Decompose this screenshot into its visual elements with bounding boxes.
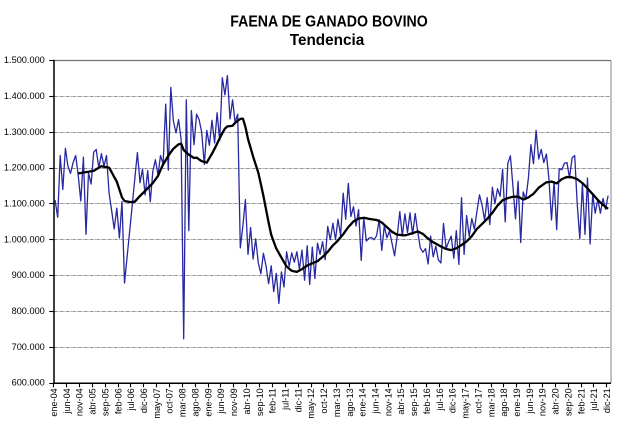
svg-text:feb-21: feb-21 [576,388,586,414]
svg-text:oct-12: oct-12 [319,388,329,413]
svg-text:ago-08: ago-08 [191,388,201,416]
svg-text:FAENA DE GANADO BOVINO: FAENA DE GANADO BOVINO [230,14,428,31]
svg-text:nov-14: nov-14 [383,388,393,416]
svg-text:oct-07: oct-07 [165,388,175,413]
svg-text:jun-19: jun-19 [525,388,535,414]
svg-text:1.500.000: 1.500.000 [4,55,45,65]
svg-text:ene-09: ene-09 [203,388,213,416]
svg-text:jul-06: jul-06 [126,388,136,411]
svg-text:jun-14: jun-14 [371,388,381,414]
svg-text:abr-15: abr-15 [396,388,406,414]
svg-text:sep-20: sep-20 [563,388,573,416]
svg-text:1.400.000: 1.400.000 [4,91,45,101]
svg-text:dic-06: dic-06 [139,388,149,413]
svg-text:may-17: may-17 [461,388,471,418]
svg-text:ene-14: ene-14 [358,388,368,416]
svg-text:ene-04: ene-04 [49,388,59,416]
svg-text:feb-11: feb-11 [268,388,278,413]
svg-text:1.100.000: 1.100.000 [4,198,45,208]
svg-text:feb-16: feb-16 [422,388,432,414]
svg-text:dic-11: dic-11 [293,388,303,412]
svg-text:800.000: 800.000 [12,306,45,316]
svg-text:jul-11: jul-11 [281,388,291,411]
svg-text:oct-17: oct-17 [473,388,483,413]
svg-text:mar-18: mar-18 [486,388,496,417]
svg-text:1.000.000: 1.000.000 [4,234,45,244]
svg-text:ago-13: ago-13 [345,388,355,416]
svg-text:sep-05: sep-05 [100,388,110,416]
svg-text:feb-06: feb-06 [113,388,123,414]
svg-text:dic-16: dic-16 [448,388,458,413]
svg-text:1.300.000: 1.300.000 [4,127,45,137]
svg-text:Tendencia: Tendencia [290,32,365,49]
svg-text:jun-09: jun-09 [216,388,226,414]
svg-text:sep-10: sep-10 [255,388,265,416]
svg-text:abr-05: abr-05 [88,388,98,414]
svg-text:1.200.000: 1.200.000 [4,163,45,173]
svg-text:sep-15: sep-15 [409,388,419,416]
svg-text:600.000: 600.000 [12,378,45,388]
svg-text:ago-18: ago-18 [499,388,509,416]
svg-text:jun-04: jun-04 [62,388,72,414]
svg-text:may-07: may-07 [152,388,162,418]
svg-text:nov-19: nov-19 [538,388,548,416]
svg-text:may-12: may-12 [306,388,316,418]
svg-text:nov-09: nov-09 [229,388,239,416]
svg-text:dic-21: dic-21 [602,388,612,413]
svg-text:ene-19: ene-19 [512,388,522,416]
svg-text:900.000: 900.000 [12,270,45,280]
svg-text:abr-10: abr-10 [242,388,252,414]
svg-text:jul-21: jul-21 [589,388,599,411]
svg-text:abr-20: abr-20 [551,388,561,414]
svg-text:700.000: 700.000 [12,342,45,352]
svg-text:nov-04: nov-04 [75,388,85,416]
svg-text:jul-16: jul-16 [435,388,445,411]
svg-text:mar-08: mar-08 [178,388,188,417]
svg-text:mar-13: mar-13 [332,388,342,417]
